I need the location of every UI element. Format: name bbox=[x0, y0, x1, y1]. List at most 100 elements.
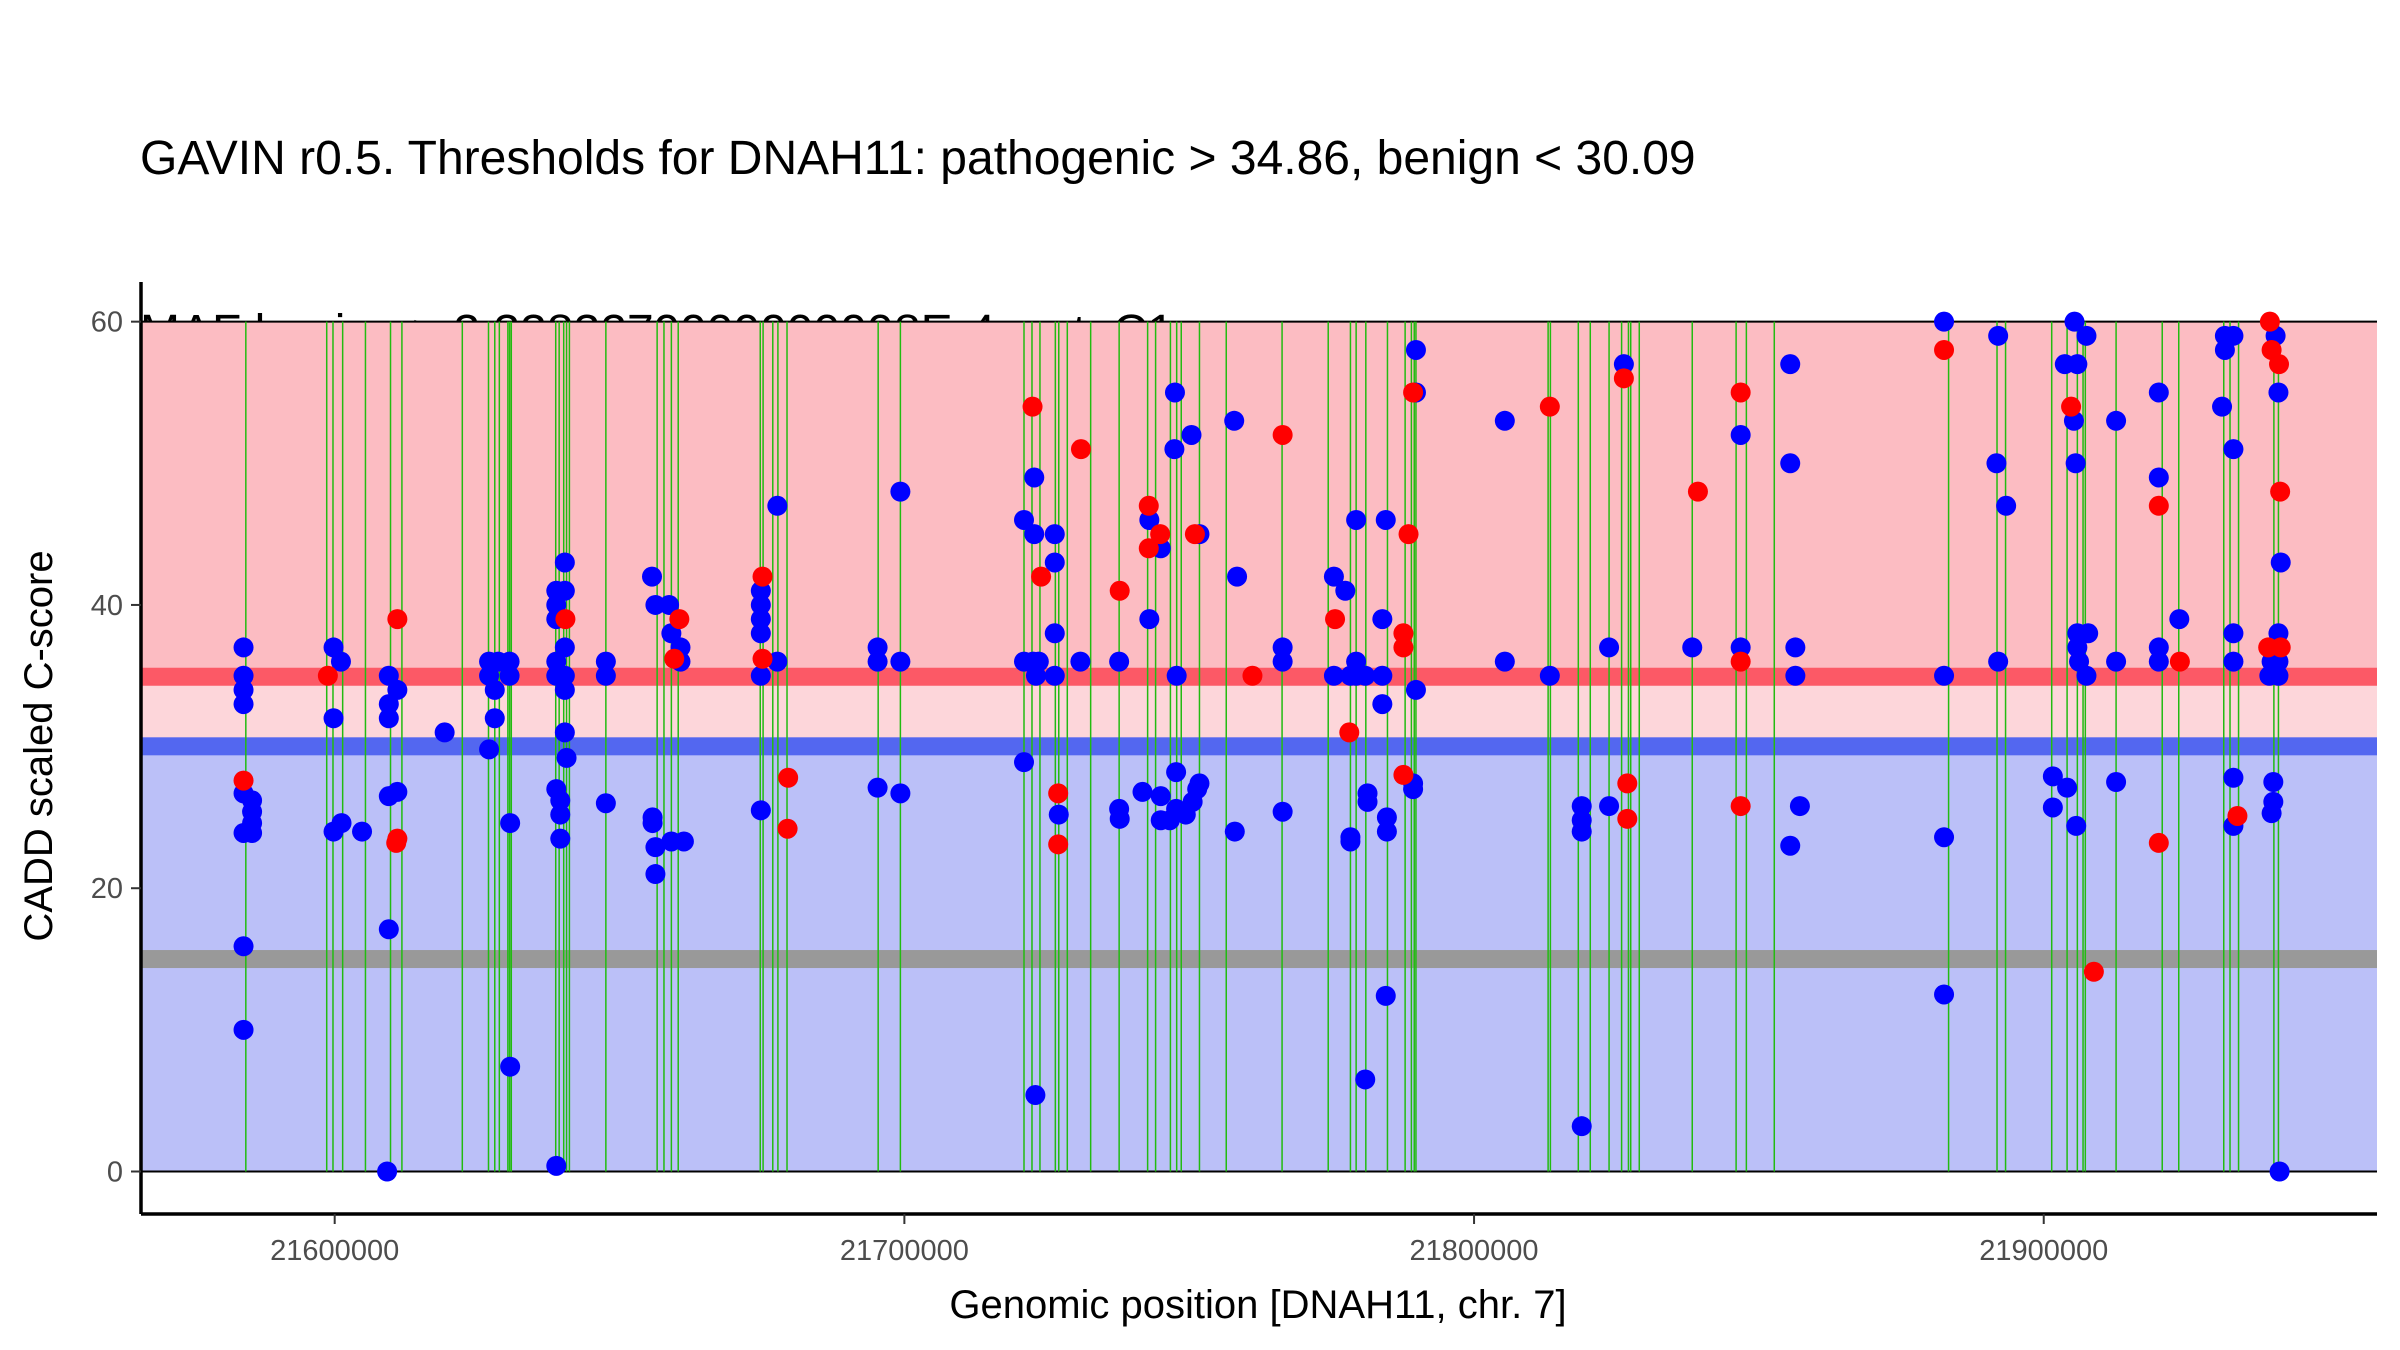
gnomad-point bbox=[1044, 665, 1065, 686]
gnomad-point bbox=[867, 651, 888, 672]
gnomad-point bbox=[387, 679, 408, 700]
gnomad-point bbox=[323, 708, 344, 729]
gnomad-point bbox=[500, 1056, 521, 1077]
clinvar-point bbox=[1730, 651, 1751, 672]
clinvar-point bbox=[1022, 396, 1043, 417]
gnomad-point bbox=[867, 777, 888, 798]
gnomad-point bbox=[1024, 467, 1045, 488]
gnomad-point bbox=[554, 722, 575, 743]
gnomad-point bbox=[890, 651, 911, 672]
uncertain-region bbox=[141, 677, 2377, 746]
clinvar-point bbox=[1934, 339, 1955, 360]
gnomad-point bbox=[750, 623, 771, 644]
y-tick-label: 40 bbox=[91, 590, 123, 622]
gnomad-point bbox=[1025, 665, 1046, 686]
clinvar-point bbox=[1109, 580, 1130, 601]
gnomad-point bbox=[556, 747, 577, 768]
clinvar-point bbox=[2269, 354, 2290, 375]
gnomad-point bbox=[767, 495, 788, 516]
gnomad-point bbox=[2169, 609, 2190, 630]
gnomad-point bbox=[1166, 762, 1187, 783]
clinvar-point bbox=[2258, 637, 2279, 658]
clinvar-point bbox=[2061, 396, 2082, 417]
gnomad-point bbox=[1376, 807, 1397, 828]
clinvar-point bbox=[1730, 796, 1751, 817]
gnomad-point bbox=[1224, 821, 1245, 842]
gnomad-point bbox=[378, 919, 399, 940]
gnomad-point bbox=[2042, 766, 2063, 787]
clinvar-point bbox=[1184, 524, 1205, 545]
gnomad-point bbox=[554, 580, 575, 601]
gnomad-point bbox=[1372, 694, 1393, 715]
gnomad-point bbox=[1730, 637, 1751, 658]
gnomad-point bbox=[890, 481, 911, 502]
gnomad-point bbox=[2269, 1161, 2290, 1182]
gnomad-point bbox=[1934, 827, 1955, 848]
gnomad-point bbox=[2066, 815, 2087, 836]
x-tick-label: 21800000 bbox=[1410, 1235, 1539, 1267]
y-tick-label: 20 bbox=[91, 873, 123, 905]
gnomad-point bbox=[1323, 665, 1344, 686]
clinvar-point bbox=[669, 609, 690, 630]
gnomad-point bbox=[2223, 325, 2244, 346]
gnomad-point bbox=[1346, 651, 1367, 672]
gnomad-point bbox=[1494, 651, 1515, 672]
gnomad-point bbox=[1132, 781, 1153, 802]
gnomad-point bbox=[1272, 651, 1293, 672]
gnomad-point bbox=[2270, 552, 2291, 573]
gnomad-point bbox=[1024, 524, 1045, 545]
gnomad-point bbox=[1730, 424, 1751, 445]
gnomad-point bbox=[1780, 453, 1801, 474]
gnomad-point bbox=[1934, 665, 1955, 686]
gnomad-point bbox=[1934, 984, 1955, 1005]
clinvar-point bbox=[1031, 566, 1052, 587]
clinvar-point bbox=[1339, 722, 1360, 743]
x-tick-label: 21600000 bbox=[270, 1235, 399, 1267]
gnomad-point bbox=[2106, 771, 2127, 792]
gnomad-point bbox=[2268, 665, 2289, 686]
clinvar-point bbox=[2227, 805, 2248, 826]
axes: 0 20 40 60 21600000 21700000 21800000 21900000 bbox=[91, 282, 2377, 1267]
gnomad-point bbox=[484, 708, 505, 729]
gnomad-point bbox=[1357, 791, 1378, 812]
gnomad-point bbox=[767, 651, 788, 672]
gnomad-point bbox=[2042, 797, 2063, 818]
gnomad-point bbox=[1181, 424, 1202, 445]
clinvar-point bbox=[1613, 368, 1634, 389]
fallback-threshold-line bbox=[141, 950, 2377, 969]
clinvar-point bbox=[664, 648, 685, 669]
gnomad-point bbox=[1070, 651, 1091, 672]
gnomad-point bbox=[750, 594, 771, 615]
gnomad-point bbox=[1780, 354, 1801, 375]
clinvar-point bbox=[1617, 808, 1638, 829]
gnomad-point bbox=[2106, 410, 2127, 431]
gnomad-point bbox=[1346, 509, 1367, 530]
gnomad-point bbox=[2148, 637, 2169, 658]
gnomad-point bbox=[645, 594, 666, 615]
gnomad-point bbox=[2223, 651, 2244, 672]
gnomad-point bbox=[1405, 679, 1426, 700]
clinvar-point bbox=[2148, 832, 2169, 853]
gnomad-point bbox=[434, 722, 455, 743]
gnomad-point bbox=[1375, 985, 1396, 1006]
gnomad-point bbox=[550, 828, 571, 849]
clinvar-point bbox=[2083, 961, 2104, 982]
gnomad-point bbox=[1224, 410, 1245, 431]
gnomad-point bbox=[233, 694, 254, 715]
gnomad-point bbox=[673, 831, 694, 852]
gnomad-point bbox=[233, 679, 254, 700]
benign-threshold-line bbox=[141, 737, 2377, 756]
gnomad-point bbox=[750, 800, 771, 821]
gnomad-point bbox=[1109, 808, 1130, 829]
clinvar-point bbox=[1070, 439, 1091, 460]
gnomad-point bbox=[1780, 835, 1801, 856]
gnomad-point bbox=[1405, 339, 1426, 360]
gnomad-point bbox=[1164, 382, 1185, 403]
gnomad-point bbox=[499, 665, 520, 686]
gnomad-point bbox=[2065, 453, 2086, 474]
gnomad-point bbox=[1340, 831, 1361, 852]
clinvar-point bbox=[1730, 382, 1751, 403]
gnomad-point bbox=[554, 637, 575, 658]
exon-lines bbox=[245, 321, 2280, 1172]
gnomad-point bbox=[595, 651, 616, 672]
